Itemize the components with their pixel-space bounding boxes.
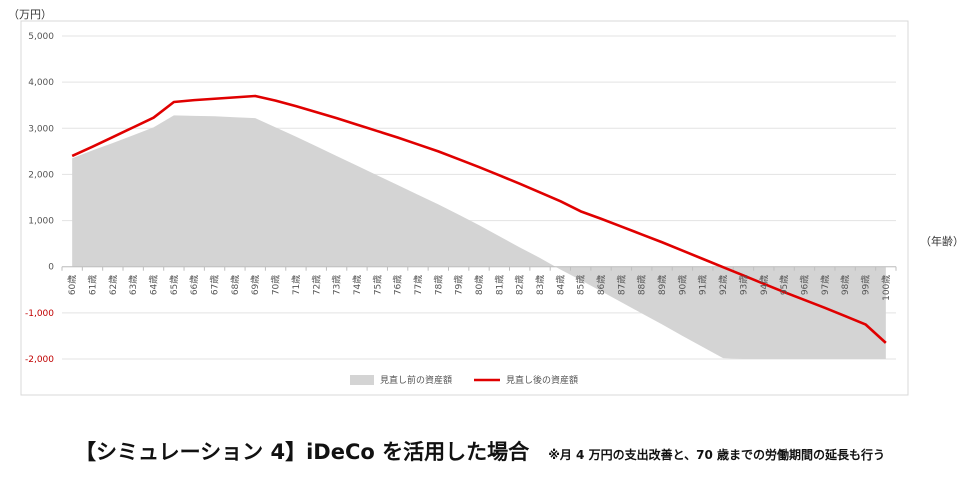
x-tick-label: 92歳 [717, 275, 729, 295]
x-tick-label: 65歳 [168, 275, 180, 295]
caption-title: 【シミュレーション 4】iDeCo を活用した場合 [75, 440, 530, 464]
x-tick-label: 89歳 [656, 275, 668, 295]
x-tick-label: 93歳 [737, 275, 749, 295]
x-tick-label: 71歳 [290, 275, 302, 295]
x-tick-label: 75歳 [371, 275, 383, 295]
x-tick-label: 81歳 [493, 275, 505, 295]
x-tick-label: 68歳 [229, 275, 241, 295]
x-tick-label: 80歳 [473, 275, 485, 295]
x-tick-label: 94歳 [758, 275, 770, 295]
line-after-review [71, 94, 887, 344]
legend: 見直し前の資産額 見直し後の資産額 [350, 374, 578, 386]
x-tick-label: 70歳 [270, 275, 282, 295]
x-tick-label: 76歳 [392, 275, 404, 295]
x-tick-label: 91歳 [697, 275, 709, 295]
x-tick-label: 90歳 [676, 275, 688, 295]
axes [61, 266, 897, 271]
chart: 5,000 4,000 3,000 2,000 1,000 0 -1,000 -2,000 6… [20, 20, 909, 396]
x-tick-label: 99歳 [859, 275, 871, 295]
x-tick-label: 79歳 [453, 275, 465, 295]
chart-frame [20, 20, 909, 396]
y-axis-unit-label: （万円） [8, 8, 52, 21]
x-tick-label: 98歳 [839, 275, 851, 295]
x-tick-label: 69歳 [249, 275, 261, 295]
y-tick-label: -2,000 [25, 355, 54, 365]
x-tick-label: 60歳 [66, 275, 78, 295]
x-tick-label: 85歳 [575, 275, 587, 295]
x-tick-label: 62歳 [107, 275, 119, 295]
y-tick-label: 4,000 [28, 78, 54, 88]
x-tick-label: 67歳 [209, 275, 221, 295]
x-tick-label: 86歳 [595, 275, 607, 295]
x-tick-label: 63歳 [127, 275, 139, 295]
chart-caption: 【シミュレーション 4】iDeCo を活用した場合 ※月 4 万円の支出改善と、… [0, 436, 960, 466]
y-tick-label: -1,000 [25, 309, 54, 319]
x-tick-label: 66歳 [188, 275, 200, 295]
y-tick-labels: 5,000 4,000 3,000 2,000 1,000 0 -1,000 -2,000 [25, 32, 54, 365]
x-tick-label: 61歳 [87, 275, 99, 295]
y-tick-label: 3,000 [28, 124, 54, 134]
x-tick-labels: 60歳 61歳 62歳 63歳 64歳 65歳 66歳 67歳 68歳 69歳 70歳 71歳 72歳 7… [66, 275, 892, 301]
x-tick-label: 84歳 [554, 275, 566, 295]
line-series [71, 94, 887, 344]
legend-label-before: 見直し前の資産額 [380, 374, 452, 386]
x-tick-label: 77歳 [412, 275, 424, 295]
x-tick-label: 96歳 [798, 275, 810, 295]
x-tick-label: 78歳 [432, 275, 444, 295]
x-tick-label: 64歳 [148, 275, 160, 295]
x-tick-label: 97歳 [819, 275, 831, 295]
x-tick-label: 82歳 [514, 275, 526, 295]
x-axis-unit-label: （年齢） [920, 235, 960, 248]
x-tick-label: 74歳 [351, 275, 363, 295]
y-tick-label: 0 [48, 263, 54, 273]
legend-label-after: 見直し後の資産額 [506, 374, 578, 386]
y-tick-label: 2,000 [28, 170, 54, 180]
area-before-review [72, 115, 886, 359]
x-tick-label: 83歳 [534, 275, 546, 295]
x-tick-label: 95歳 [778, 275, 790, 295]
caption-note: ※月 4 万円の支出改善と、70 歳までの労働期間の延長も行う [548, 448, 885, 462]
x-tick-label: 100歳 [880, 275, 892, 301]
legend-swatch-before [350, 375, 374, 385]
x-tick-label: 72歳 [310, 275, 322, 295]
area-series [72, 115, 886, 359]
y-tick-label: 5,000 [28, 32, 54, 42]
x-tick-label: 73歳 [331, 275, 343, 295]
x-tick-label: 87歳 [615, 275, 627, 295]
y-tick-label: 1,000 [28, 217, 54, 227]
x-tick-label: 88歳 [636, 275, 648, 295]
